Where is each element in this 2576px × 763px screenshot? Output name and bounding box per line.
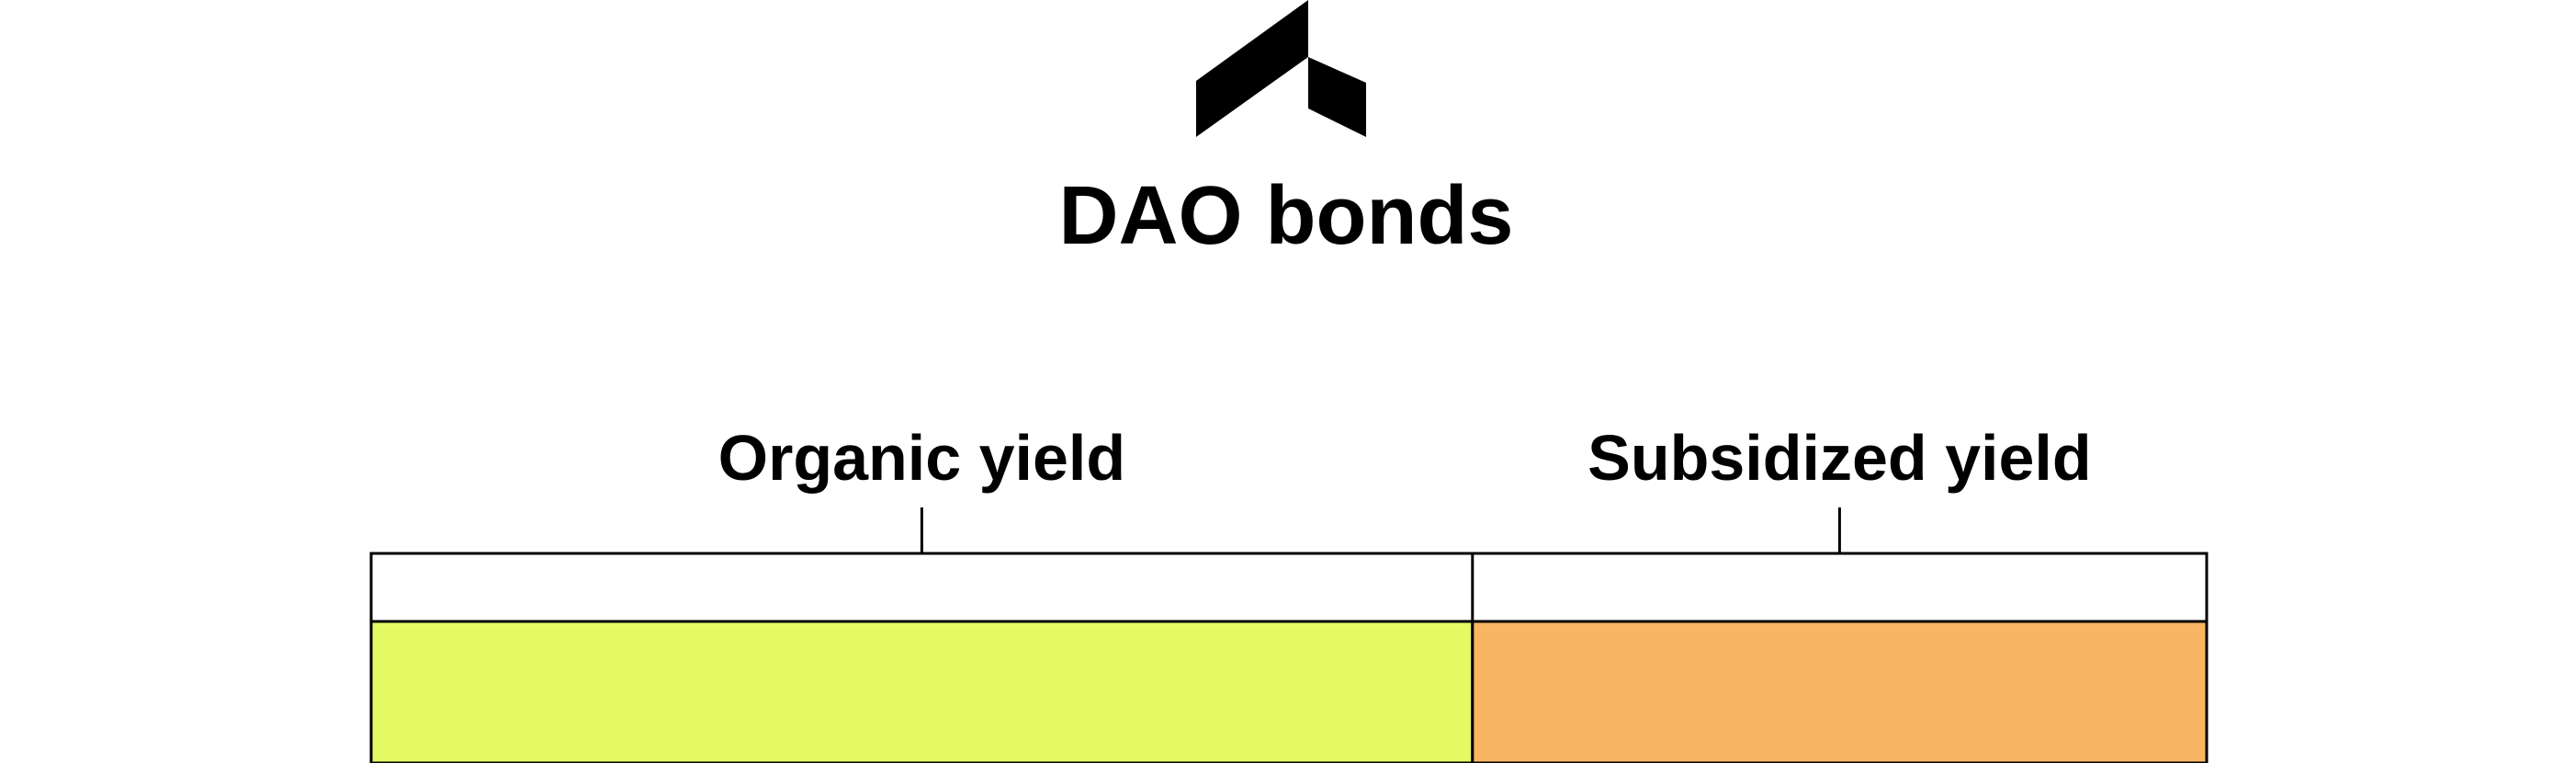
- subsidized-yield-label: Subsidized yield: [1587, 422, 2091, 494]
- organic-yield-label: Organic yield: [718, 422, 1125, 494]
- subsidized-yield-segment: [1471, 620, 2209, 763]
- organic-yield-segment: [369, 620, 1474, 763]
- diagram-title: DAO bonds: [1059, 170, 1514, 262]
- shard-logo-icon: [1196, 0, 1366, 137]
- yield-bracket-outline: [369, 552, 2209, 623]
